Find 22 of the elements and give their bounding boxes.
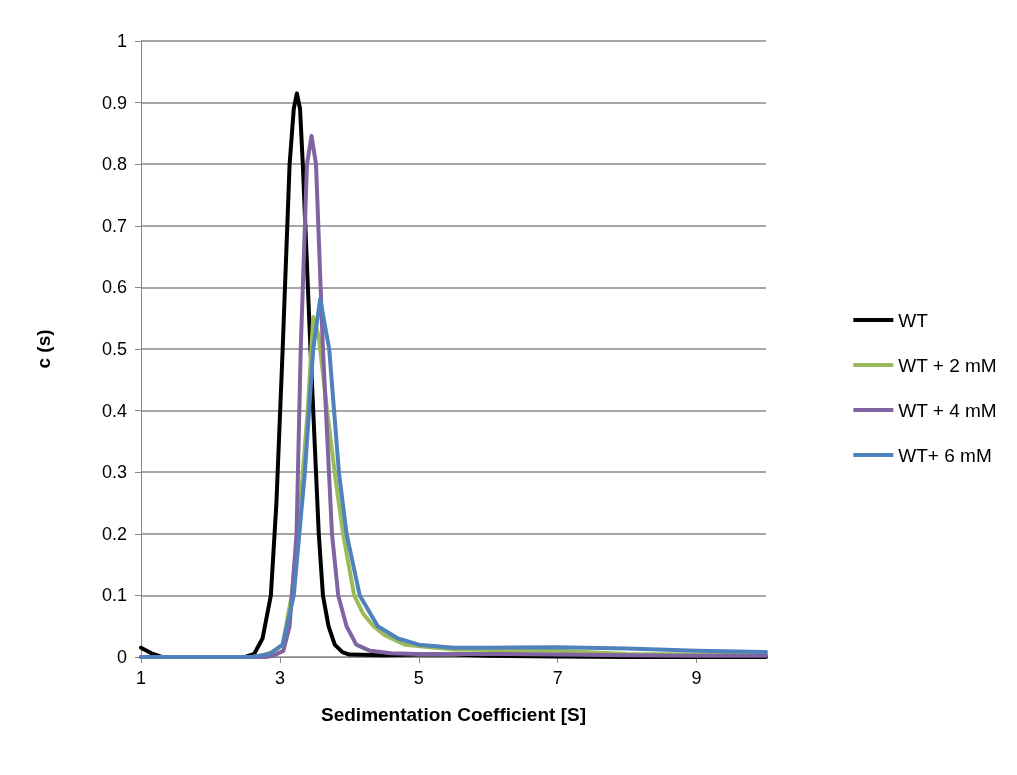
- x-axis-title: Sedimentation Coefficient [S]: [321, 704, 586, 725]
- x-tick-label: 7: [552, 668, 563, 688]
- y-tick-label: 0.3: [101, 462, 127, 483]
- y-tick-label: 0.8: [101, 154, 127, 175]
- legend-label: WT: [898, 309, 929, 331]
- y-tick-label: 0.5: [101, 339, 127, 359]
- y-tick-label: 0.4: [101, 400, 127, 421]
- y-tick-label: 1: [116, 31, 127, 51]
- x-tick-label: 9: [691, 668, 702, 688]
- legend-label: WT + 4 mM: [898, 399, 997, 421]
- x-tick-label: 3: [274, 668, 285, 688]
- y-tick-label: 0.1: [101, 585, 127, 606]
- legend-label: WT+ 6 mM: [898, 444, 992, 466]
- y-tick-label: 0.7: [101, 215, 127, 236]
- x-tick-label: 5: [413, 668, 424, 688]
- y-tick-label: 0.6: [101, 277, 127, 298]
- y-tick-label: 0.2: [101, 523, 127, 544]
- legend-label: WT + 2 mM: [898, 354, 997, 376]
- x-tick-label: 1: [135, 668, 147, 688]
- y-axis-title: c (s): [33, 329, 54, 369]
- y-tick-label: 0: [116, 647, 127, 667]
- y-tick-label: 0.9: [101, 92, 127, 113]
